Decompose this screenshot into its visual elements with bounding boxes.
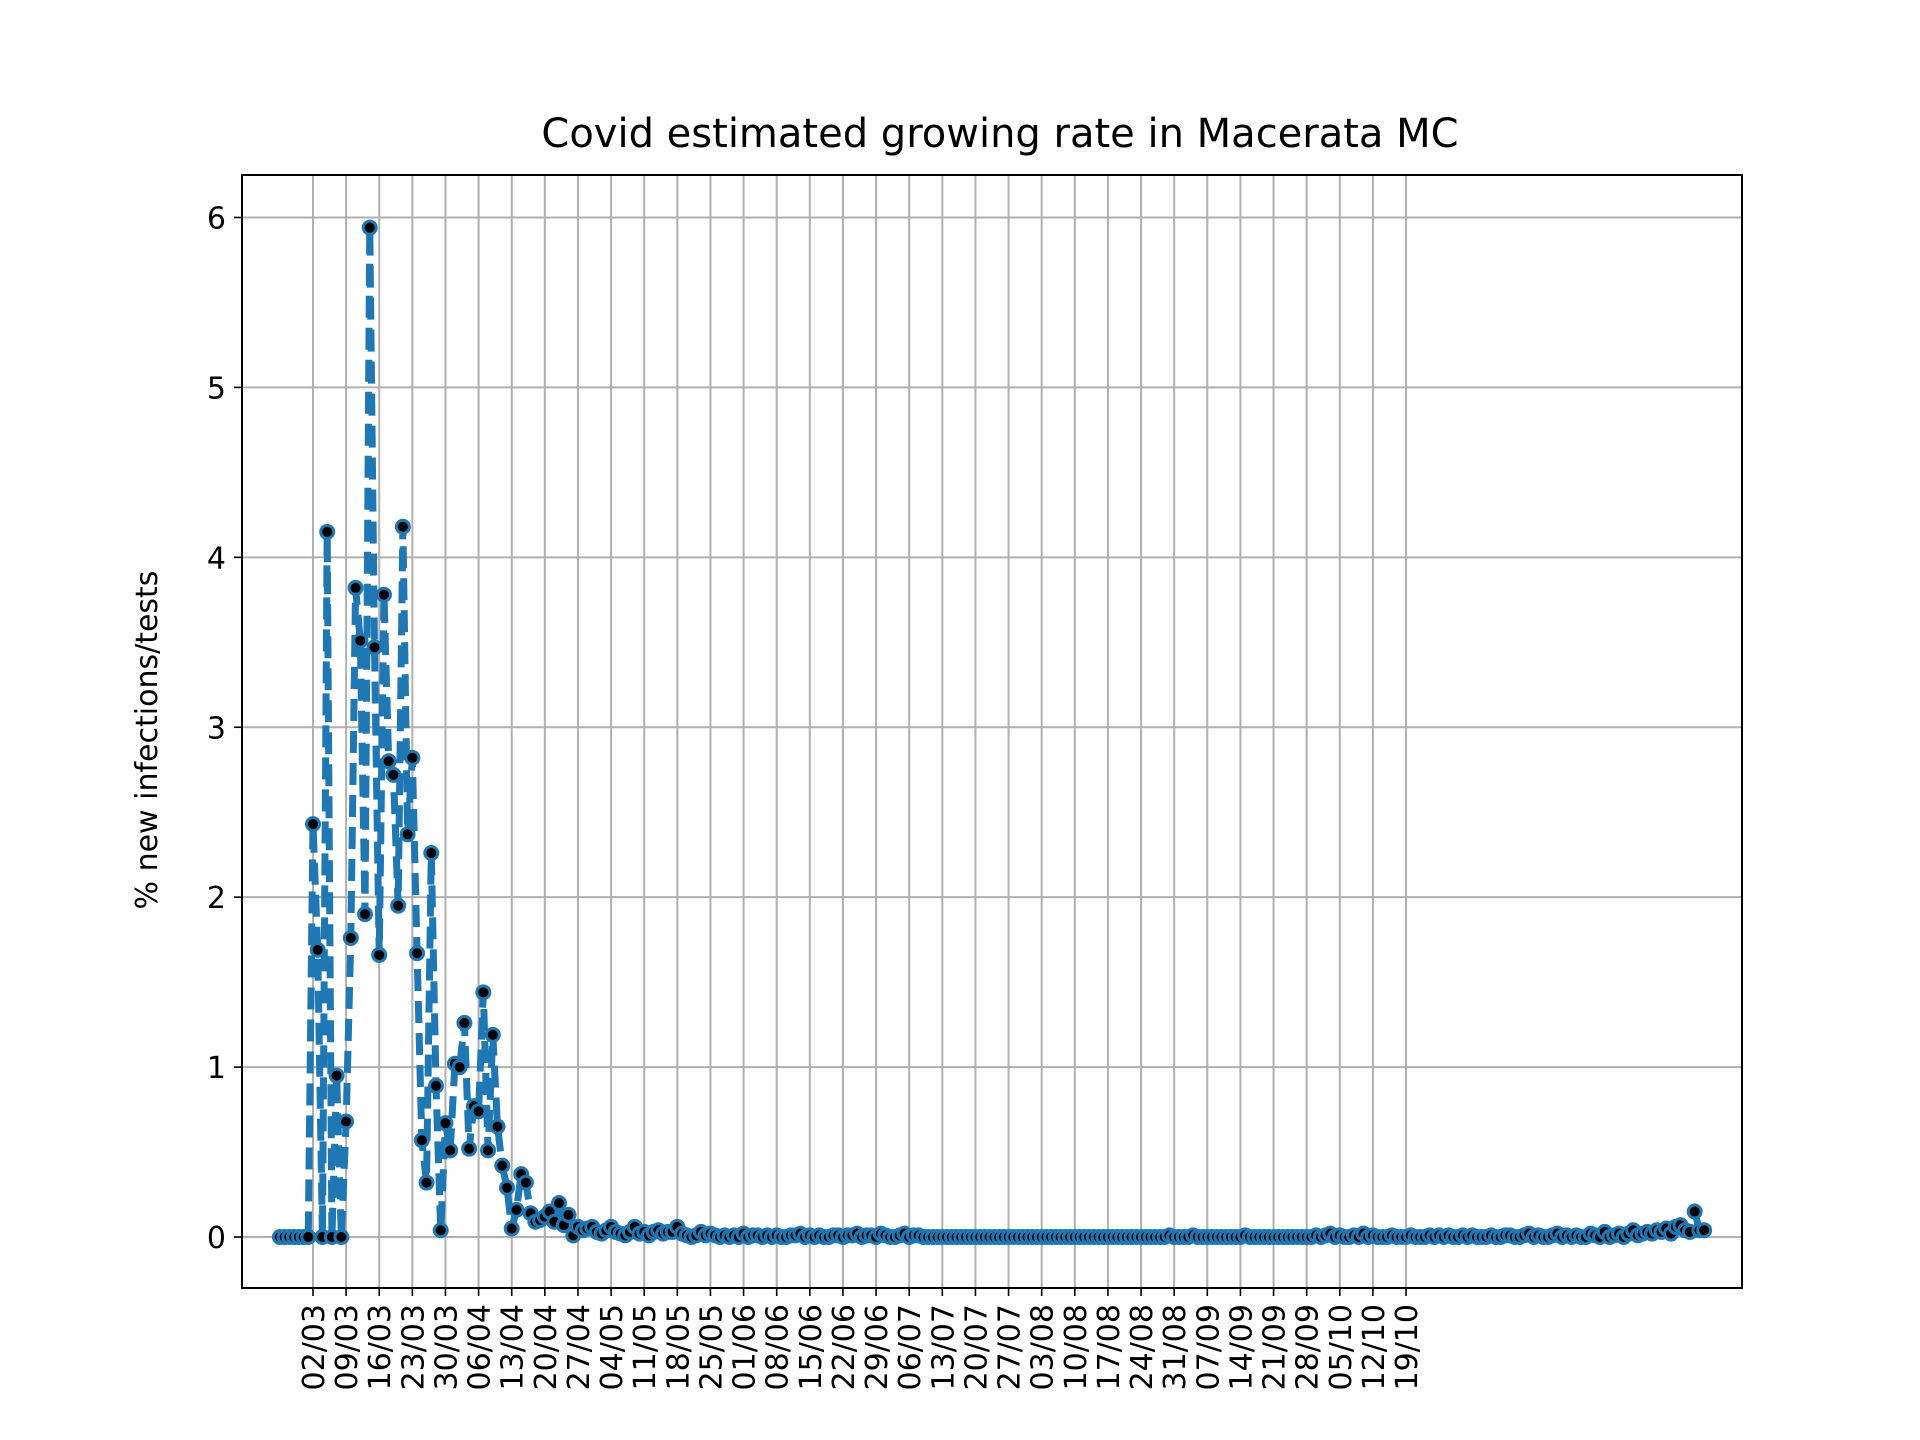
data-point: [413, 1132, 430, 1149]
data-point: [352, 632, 369, 649]
data-point: [366, 639, 383, 656]
data-point: [404, 749, 421, 766]
data-point: [551, 1195, 568, 1212]
data-point: [503, 1220, 520, 1237]
data-point: [489, 1118, 506, 1135]
series-line: [279, 224, 1705, 1241]
data-point: [380, 753, 397, 770]
x-tick-label: 10/08: [1059, 1304, 1094, 1390]
data-point: [451, 1059, 468, 1076]
x-tick-label: 13/04: [496, 1304, 531, 1390]
data-point: [475, 984, 492, 1001]
x-tick-label: 12/10: [1357, 1304, 1392, 1390]
data-point: [428, 1077, 445, 1094]
data-point: [508, 1201, 525, 1218]
x-tick-label: 06/04: [463, 1304, 498, 1390]
data-point: [394, 518, 411, 535]
axes: [241, 174, 1743, 1289]
x-tick-label: 18/05: [661, 1304, 696, 1390]
data-point: [470, 1103, 487, 1120]
data-point: [1696, 1222, 1713, 1239]
x-tick-label: 14/09: [1224, 1304, 1259, 1390]
data-point: [309, 941, 326, 958]
y-tick-label: 6: [207, 201, 226, 236]
x-tick-label: 20/04: [529, 1304, 564, 1390]
x-tick-label: 29/06: [860, 1304, 895, 1390]
data-point: [494, 1157, 511, 1174]
x-tick-label: 17/08: [1092, 1304, 1127, 1390]
y-ticks: 0 1 2 3 4 5 6: [207, 201, 242, 1256]
y-tick-label: 3: [207, 711, 226, 746]
data-point: [328, 1067, 345, 1084]
x-tick-label: 05/10: [1324, 1304, 1359, 1390]
data-point: [437, 1115, 454, 1132]
x-tick-label: 21/09: [1258, 1304, 1293, 1390]
x-tick-label: 16/03: [363, 1304, 398, 1390]
data-point: [517, 1174, 534, 1191]
data-point: [461, 1140, 478, 1157]
x-tick-label: 07/09: [1191, 1304, 1226, 1390]
data-point: [484, 1026, 501, 1043]
grid: [242, 175, 1742, 1288]
y-tick-label: 4: [207, 541, 226, 576]
y-axis-label: % new infections/tests: [130, 571, 165, 910]
data-point: [409, 945, 426, 962]
data-point: [357, 906, 374, 923]
y-tick-label: 5: [207, 371, 226, 406]
x-tick-label: 09/03: [330, 1304, 365, 1390]
x-tick-label: 19/10: [1390, 1304, 1425, 1390]
data-point: [300, 1229, 317, 1246]
data-point: [338, 1113, 355, 1130]
x-tick-label: 01/06: [728, 1304, 763, 1390]
data-point: [423, 844, 440, 861]
x-tick-label: 06/07: [893, 1304, 928, 1390]
x-tick-label: 24/08: [1125, 1304, 1160, 1390]
x-tick-label: 11/05: [628, 1304, 663, 1390]
x-tick-label: 30/03: [429, 1304, 464, 1390]
x-tick-label: 08/06: [761, 1304, 796, 1390]
x-tick-label: 31/08: [1158, 1304, 1193, 1390]
x-tick-label: 02/03: [297, 1304, 332, 1390]
x-tick-label: 28/09: [1291, 1304, 1326, 1390]
data-point: [333, 1229, 350, 1246]
x-tick-label: 27/07: [993, 1304, 1028, 1390]
data-point: [1686, 1203, 1703, 1220]
x-tick-label: 15/06: [794, 1304, 829, 1390]
data-point: [418, 1174, 435, 1191]
x-tick-label: 25/05: [694, 1304, 729, 1390]
x-tick-label: 22/06: [827, 1304, 862, 1390]
data-point: [390, 897, 407, 914]
data-point: [560, 1206, 577, 1223]
x-tick-label: 04/05: [595, 1304, 630, 1390]
data-point: [498, 1179, 515, 1196]
data-point: [342, 929, 359, 946]
y-tick-label: 0: [207, 1221, 226, 1256]
data-point: [399, 826, 416, 843]
chart-title: Covid estimated growing rate in Macerata…: [541, 111, 1458, 157]
x-ticks: 02/0309/0316/0323/0330/0306/0413/0420/04…: [297, 1288, 1425, 1390]
x-tick-label: 20/07: [959, 1304, 994, 1390]
x-tick-label: 23/03: [396, 1304, 431, 1390]
data-point: [480, 1142, 497, 1159]
y-tick-label: 1: [207, 1051, 226, 1086]
series-layer: [271, 219, 1713, 1246]
data-point: [361, 219, 378, 236]
data-point: [432, 1222, 449, 1239]
data-point: [442, 1142, 459, 1159]
x-tick-label: 27/04: [562, 1304, 597, 1390]
data-point: [375, 586, 392, 603]
data-point: [371, 946, 388, 963]
x-tick-label: 13/07: [926, 1304, 961, 1390]
plot-frame: [241, 174, 1743, 1289]
data-point: [347, 579, 364, 596]
x-tick-label: 03/08: [1026, 1304, 1061, 1390]
data-point: [456, 1014, 473, 1031]
y-tick-label: 2: [207, 881, 226, 916]
data-point: [304, 816, 321, 833]
data-point: [385, 766, 402, 783]
data-point: [319, 523, 336, 540]
